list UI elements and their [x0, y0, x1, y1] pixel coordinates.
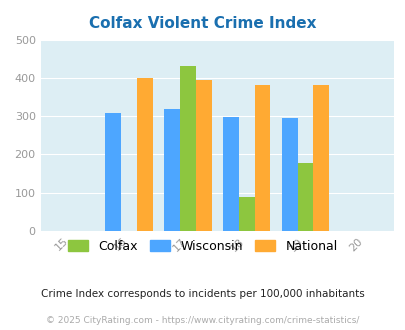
Bar: [254, 85, 270, 231]
Bar: [297, 163, 313, 231]
Bar: [105, 114, 121, 231]
Text: Colfax Violent Crime Index: Colfax Violent Crime Index: [89, 16, 316, 31]
Bar: [238, 197, 254, 231]
Bar: [136, 78, 152, 231]
Bar: [281, 118, 297, 231]
Text: © 2025 CityRating.com - https://www.cityrating.com/crime-statistics/: © 2025 CityRating.com - https://www.city…: [46, 315, 359, 325]
Bar: [179, 66, 195, 231]
Legend: Colfax, Wisconsin, National: Colfax, Wisconsin, National: [63, 235, 342, 258]
Text: Crime Index corresponds to incidents per 100,000 inhabitants: Crime Index corresponds to incidents per…: [41, 289, 364, 299]
Bar: [164, 109, 179, 231]
Bar: [313, 85, 328, 231]
Bar: [222, 116, 238, 231]
Bar: [195, 80, 211, 231]
